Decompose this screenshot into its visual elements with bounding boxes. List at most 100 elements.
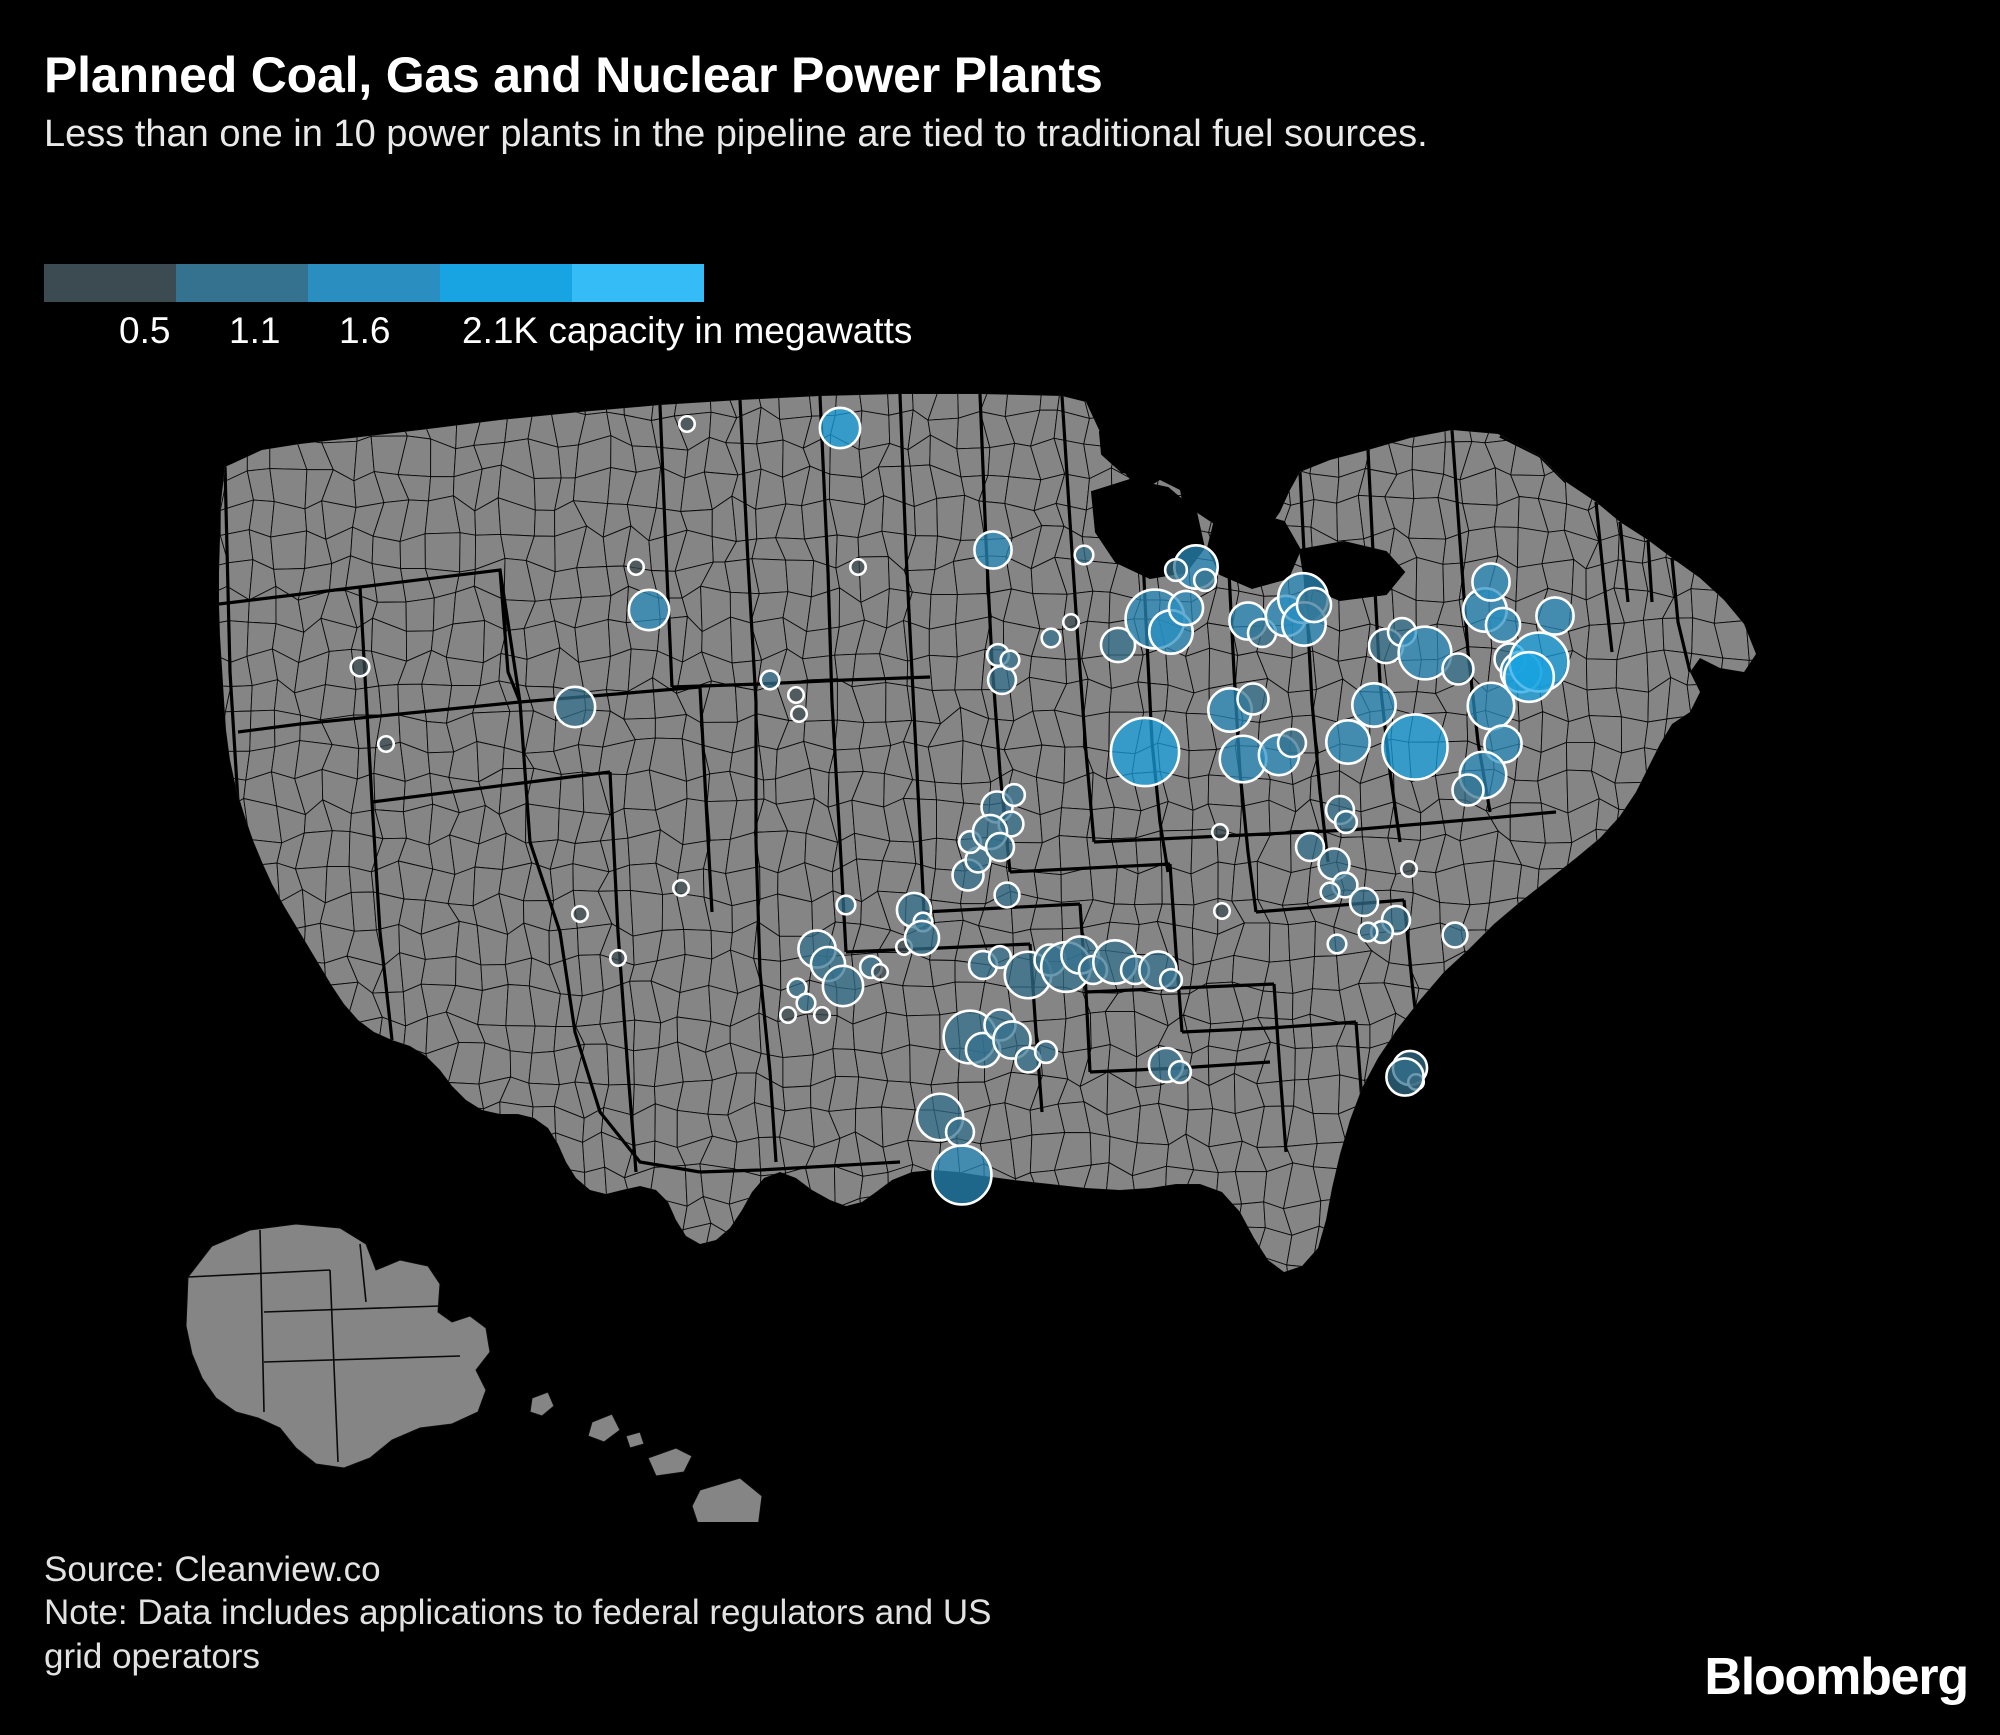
county-polygon (1640, 868, 1677, 899)
power-plant-bubble[interactable] (627, 588, 671, 632)
power-plant-bubble[interactable] (677, 414, 697, 434)
county-polygon (344, 1016, 383, 1056)
county-polygon (1739, 769, 1756, 811)
power-plant-bubble[interactable] (1385, 1057, 1425, 1097)
state-border (1238, 771, 1258, 913)
power-plant-bubble[interactable] (944, 1116, 976, 1148)
power-plant-bubble[interactable] (1192, 567, 1218, 593)
power-plant-bubble[interactable] (553, 685, 597, 729)
county-polygon (1393, 1254, 1412, 1272)
power-plant-bubble[interactable] (778, 1005, 798, 1025)
power-plant-bubble[interactable] (848, 557, 868, 577)
power-plant-bubble[interactable] (1109, 716, 1181, 788)
county-polygon (1490, 1042, 1523, 1088)
county-polygon (936, 494, 966, 541)
power-plant-bubble[interactable] (1212, 901, 1232, 921)
power-plant-bubble[interactable] (1451, 773, 1485, 807)
power-plant-bubble[interactable] (973, 530, 1013, 570)
power-plant-bubble[interactable] (1381, 713, 1449, 781)
county-polygon (219, 890, 228, 936)
legend-tick-1: 1.1 (229, 310, 281, 351)
power-plant-bubble[interactable] (570, 904, 590, 924)
county-polygon (1592, 406, 1622, 449)
power-plant-bubble[interactable] (1502, 650, 1556, 704)
power-plant-bubble[interactable] (1040, 627, 1062, 649)
power-plant-bubble[interactable] (1295, 586, 1333, 624)
power-plant-bubble[interactable] (818, 406, 862, 450)
county-polygon (728, 1168, 762, 1205)
power-plant-bubble[interactable] (671, 878, 691, 898)
county-polygon (219, 868, 224, 906)
county-polygon (1390, 1012, 1416, 1055)
state-border (818, 395, 834, 703)
power-plant-bubble[interactable] (835, 894, 857, 916)
power-plant-bubble[interactable] (608, 948, 628, 968)
power-plant-bubble[interactable] (999, 649, 1021, 671)
power-plant-bubble[interactable] (987, 944, 1013, 970)
county-polygon (294, 1142, 331, 1176)
legend-swatch-1 (176, 264, 308, 302)
power-plant-bubble[interactable] (984, 831, 1016, 863)
power-plant-bubble[interactable] (1484, 606, 1522, 644)
power-plant-bubble[interactable] (1357, 921, 1379, 943)
power-plant-bubble[interactable] (1397, 625, 1453, 681)
county-polygon (1586, 1102, 1623, 1143)
power-plant-bubble[interactable] (1073, 544, 1095, 566)
county-polygon (1516, 864, 1540, 900)
county-polygon (246, 442, 271, 472)
power-plant-bubble[interactable] (1294, 831, 1326, 863)
power-plant-bubble[interactable] (1158, 967, 1184, 993)
county-polygon (1586, 1071, 1623, 1116)
legend-swatch-0 (44, 264, 176, 302)
county-polygon (1261, 466, 1292, 506)
county-polygon (370, 1045, 405, 1085)
power-plant-bubble[interactable] (1163, 557, 1189, 583)
power-plant-bubble[interactable] (1319, 881, 1341, 903)
power-plant-bubble[interactable] (789, 704, 809, 724)
power-plant-bubble[interactable] (931, 1144, 993, 1206)
power-plant-bubble[interactable] (993, 881, 1021, 909)
power-plant-bubble[interactable] (1210, 822, 1230, 842)
power-plant-bubble[interactable] (1535, 596, 1575, 636)
power-plant-bubble[interactable] (1471, 562, 1511, 602)
power-plant-bubble[interactable] (1351, 681, 1398, 728)
state-border (358, 586, 394, 1041)
power-plant-bubble[interactable] (1001, 782, 1027, 808)
power-plant-bubble[interactable] (1061, 612, 1081, 632)
county-polygon (878, 1256, 917, 1272)
power-plant-bubble[interactable] (821, 964, 865, 1008)
county-polygon (1667, 772, 1690, 812)
power-plant-bubble[interactable] (376, 734, 396, 754)
county-polygon (1535, 1077, 1575, 1117)
county-polygon (376, 1194, 410, 1235)
power-plant-bubble[interactable] (1167, 589, 1205, 627)
power-plant-bubble[interactable] (903, 919, 941, 957)
power-plant-bubble[interactable] (1399, 859, 1419, 879)
power-plant-bubble[interactable] (1236, 682, 1270, 716)
county-polygon (682, 1222, 712, 1267)
power-plant-bubble[interactable] (1099, 626, 1137, 664)
power-plant-bubble[interactable] (349, 656, 371, 678)
power-plant-bubble[interactable] (870, 962, 890, 982)
county-polygon (927, 1224, 959, 1268)
county-polygon (1536, 920, 1573, 967)
power-plant-bubble[interactable] (786, 977, 808, 999)
county-polygon (273, 960, 307, 993)
bloomberg-logo: Bloomberg (1704, 1648, 1969, 1706)
power-plant-bubble[interactable] (1441, 921, 1469, 949)
power-plant-bubble[interactable] (626, 557, 646, 577)
power-plant-bubble[interactable] (1325, 718, 1372, 765)
power-plant-bubble[interactable] (1333, 809, 1359, 835)
power-plant-bubble[interactable] (1276, 727, 1308, 759)
legend-color-bar (44, 264, 704, 302)
power-plant-bubble[interactable] (1348, 886, 1380, 918)
county-polygon (379, 1172, 410, 1205)
power-plant-bubble[interactable] (759, 669, 781, 691)
power-plant-bubble[interactable] (812, 1005, 832, 1025)
power-plant-bubble[interactable] (786, 685, 806, 705)
power-plant-bubble[interactable] (795, 992, 817, 1014)
power-plant-bubble[interactable] (1326, 933, 1348, 955)
power-plant-bubble[interactable] (1167, 1059, 1193, 1085)
power-plant-bubble[interactable] (1033, 1039, 1059, 1065)
power-plant-bubble[interactable] (1441, 652, 1475, 686)
